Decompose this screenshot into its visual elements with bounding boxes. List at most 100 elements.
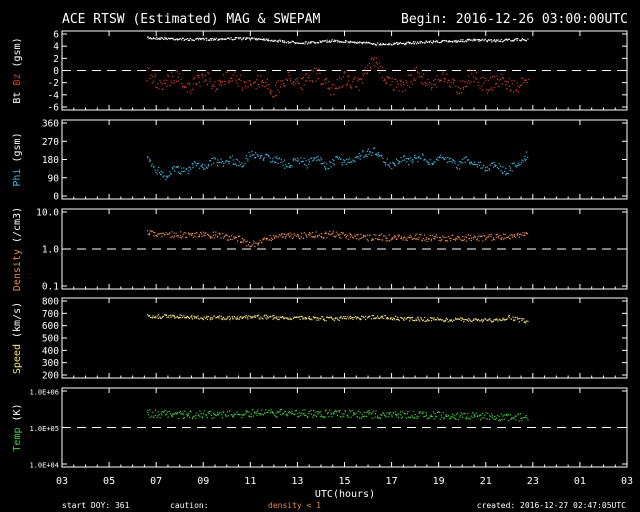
data-point [464, 85, 466, 88]
data-point [232, 80, 234, 82]
data-point [271, 39, 273, 41]
data-point [194, 317, 196, 319]
data-point [279, 157, 281, 159]
data-point [499, 319, 501, 321]
data-point [495, 164, 497, 166]
data-point [489, 164, 491, 166]
data-point [249, 246, 252, 248]
data-point [195, 38, 197, 40]
data-point [460, 317, 462, 319]
data-point [491, 413, 493, 415]
data-point [209, 237, 211, 239]
data-point [185, 168, 187, 170]
data-point [256, 314, 258, 317]
data-point [418, 411, 420, 413]
data-point [376, 417, 378, 419]
data-point [358, 42, 360, 44]
data-point [414, 156, 416, 158]
data-point [287, 317, 289, 319]
data-point [443, 417, 445, 419]
data-point [450, 160, 452, 163]
data-point [276, 317, 278, 319]
data-point [484, 38, 486, 41]
data-point [342, 85, 344, 87]
data-point [507, 172, 509, 175]
data-point [370, 318, 373, 320]
data-point [504, 237, 506, 239]
data-point [490, 320, 492, 322]
data-point [293, 233, 295, 235]
data-point [206, 316, 208, 318]
data-point [283, 82, 285, 84]
data-point [490, 39, 492, 41]
data-point [183, 232, 185, 234]
data-point [369, 66, 372, 68]
data-point [526, 232, 528, 234]
data-point [435, 416, 437, 418]
data-point [337, 233, 339, 235]
data-point [479, 161, 481, 163]
data-point [288, 70, 290, 72]
data-point [325, 78, 328, 80]
data-point [342, 159, 345, 161]
data-point [224, 235, 226, 237]
data-point [186, 415, 189, 417]
data-point [507, 172, 509, 174]
data-point [188, 233, 190, 235]
data-point [377, 315, 379, 317]
data-point [371, 412, 373, 414]
data-point [523, 318, 525, 320]
data-point [509, 169, 511, 171]
data-point [301, 161, 303, 163]
data-point [211, 417, 213, 419]
data-point [149, 416, 151, 419]
data-point [277, 80, 279, 82]
data-point [290, 166, 292, 168]
data-point [438, 318, 440, 320]
data-point [304, 409, 306, 411]
x-tick-label: 21 [480, 476, 492, 487]
data-point [521, 234, 523, 236]
data-point [400, 236, 403, 238]
data-point [516, 39, 518, 41]
data-point [443, 321, 445, 323]
data-point [241, 39, 243, 41]
data-point [410, 318, 412, 320]
data-point [188, 317, 191, 319]
data-point [338, 411, 340, 413]
data-point [493, 418, 495, 420]
data-point [446, 73, 448, 75]
data-point [246, 316, 248, 318]
data-point [303, 318, 305, 320]
data-point [289, 77, 291, 80]
data-point [164, 234, 166, 236]
data-point [354, 235, 356, 238]
data-point [347, 416, 349, 418]
data-point [271, 161, 273, 163]
data-point [445, 319, 447, 321]
data-point [521, 417, 523, 419]
data-point [363, 411, 365, 413]
data-point [416, 417, 418, 420]
data-point [436, 86, 438, 88]
data-point [486, 319, 488, 321]
data-point [215, 231, 217, 233]
data-point [279, 409, 281, 411]
data-point [170, 37, 172, 39]
data-point [319, 411, 322, 413]
data-point [524, 235, 526, 237]
data-point [407, 157, 409, 159]
data-point [354, 160, 356, 163]
data-point [386, 237, 388, 239]
data-point [224, 413, 226, 416]
data-point [396, 80, 398, 82]
data-point [526, 233, 529, 235]
data-point [282, 161, 284, 163]
data-point [348, 41, 350, 43]
data-point [487, 39, 490, 41]
data-point [203, 234, 205, 236]
data-point [302, 43, 304, 45]
data-point [317, 235, 319, 237]
data-point [385, 81, 387, 83]
data-point [497, 235, 499, 238]
